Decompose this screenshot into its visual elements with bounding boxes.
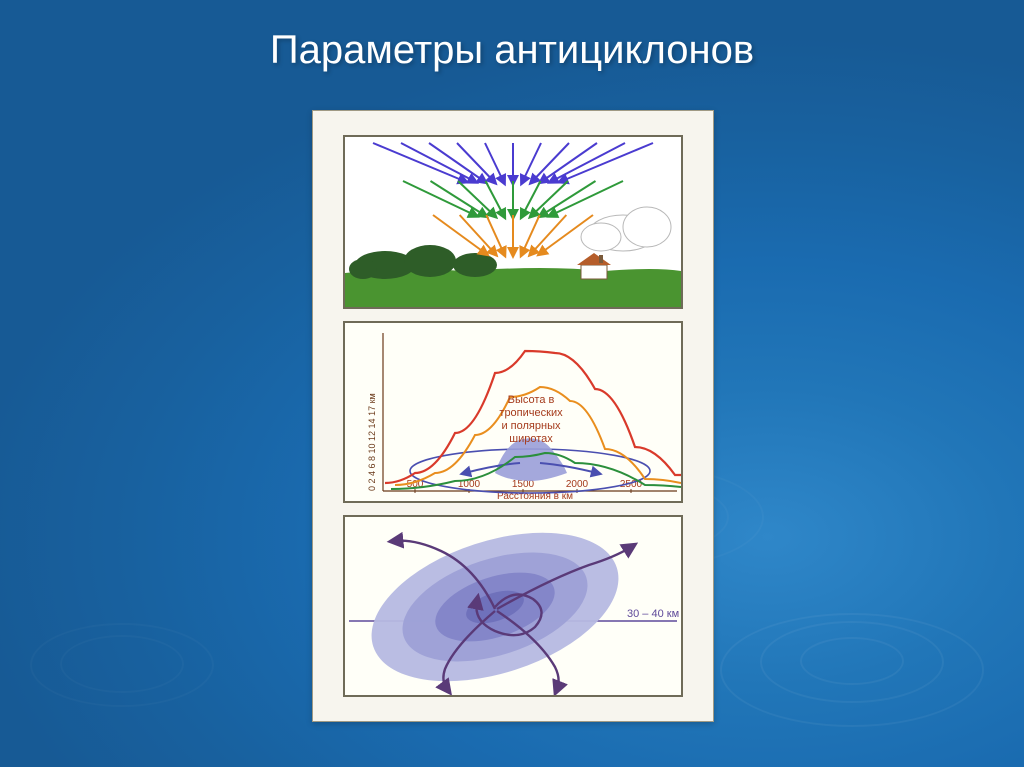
ripple bbox=[720, 613, 984, 727]
slide: Параметры антициклонов bbox=[0, 0, 1024, 767]
mid-svg: 0 2 4 6 8 10 12 14 17 км 500100015002000… bbox=[345, 323, 681, 501]
mid-label-2: тропических bbox=[499, 407, 563, 419]
speed-label: 30 – 40 км bbox=[627, 608, 679, 620]
ripple bbox=[800, 637, 904, 685]
figure-frame: 0 2 4 6 8 10 12 14 17 км 500100015002000… bbox=[312, 110, 714, 722]
panel-top bbox=[343, 135, 683, 309]
svg-text:0 2 4 6 8 10 12 14 17: 0 2 4 6 8 10 12 14 17 км bbox=[367, 393, 377, 491]
panel-bot: 30 – 40 км bbox=[343, 515, 683, 697]
mid-label-1: Высота в bbox=[508, 394, 555, 406]
mid-label-4: широтах bbox=[509, 433, 553, 445]
mid-label-3: и полярных bbox=[501, 420, 561, 432]
ripple bbox=[60, 635, 184, 693]
svg-text:2000: 2000 bbox=[566, 479, 589, 490]
slide-title: Параметры антициклонов bbox=[0, 28, 1024, 73]
panel-mid: 0 2 4 6 8 10 12 14 17 км 500100015002000… bbox=[343, 321, 683, 503]
ripple bbox=[30, 623, 214, 707]
top-svg bbox=[345, 137, 681, 307]
bot-svg: 30 – 40 км bbox=[345, 517, 681, 695]
ripple bbox=[760, 621, 944, 703]
